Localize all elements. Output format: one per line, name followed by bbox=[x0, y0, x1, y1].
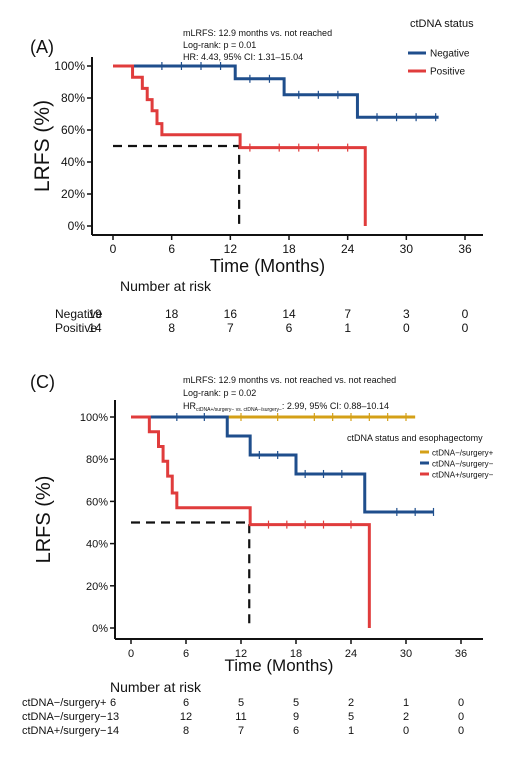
series-line-0 bbox=[113, 64, 439, 119]
risk-count: 14 bbox=[88, 321, 102, 335]
risk-count: 0 bbox=[458, 725, 464, 737]
hr-subscript: ctDNA+/surgery− vs. ctDNA−/surgery− bbox=[196, 407, 282, 413]
x-tick-label: 24 bbox=[345, 648, 357, 660]
risk-count: 2 bbox=[403, 711, 409, 723]
annotation-line: mLRFS: 12.9 months vs. not reached bbox=[183, 28, 332, 38]
legend-title: ctDNA status bbox=[410, 18, 474, 30]
y-tick-label: 0% bbox=[68, 219, 86, 233]
legend-label: ctDNA+/surgery− bbox=[432, 471, 494, 480]
y-tick-label: 0% bbox=[92, 623, 108, 635]
y-tick-label: 20% bbox=[61, 187, 85, 201]
x-tick-label: 18 bbox=[290, 648, 302, 660]
x-tick-label: 6 bbox=[183, 648, 189, 660]
risk-count: 7 bbox=[238, 725, 244, 737]
y-tick-label: 60% bbox=[61, 123, 85, 137]
risk-count: 7 bbox=[344, 307, 351, 321]
risk-row-label: Positive bbox=[55, 321, 97, 335]
risk-count: 5 bbox=[238, 697, 244, 709]
hr-prefix: HR bbox=[183, 401, 196, 411]
hr-suffix: : 2.99, 95% CI: 0.88–10.14 bbox=[282, 401, 389, 411]
risk-count: 5 bbox=[348, 711, 354, 723]
risk-count: 6 bbox=[293, 725, 299, 737]
y-tick-label: 20% bbox=[86, 581, 108, 593]
series-line-1 bbox=[113, 64, 367, 226]
risk-count: 0 bbox=[462, 321, 469, 335]
risk-count: 14 bbox=[107, 725, 119, 737]
risk-count: 0 bbox=[458, 697, 464, 709]
risk-count: 13 bbox=[107, 711, 119, 723]
risk-count: 7 bbox=[227, 321, 234, 335]
x-tick-label: 0 bbox=[110, 242, 117, 256]
median-survival-line bbox=[131, 521, 251, 628]
risk-row-label: ctDNA−/surgery+ bbox=[22, 697, 106, 709]
risk-count: 11 bbox=[235, 711, 246, 723]
annotation-line: HR: 4.43, 95% CI: 1.31–15.04 bbox=[183, 52, 303, 62]
y-tick-label: 100% bbox=[54, 59, 85, 73]
risk-count: 1 bbox=[403, 697, 409, 709]
y-axis-title: LRFS (%) bbox=[33, 476, 55, 564]
risk-count: 1 bbox=[344, 321, 351, 335]
risk-count: 9 bbox=[293, 711, 299, 723]
risk-count: 12 bbox=[180, 711, 192, 723]
legend-label: ctDNA−/surgery+ bbox=[432, 449, 494, 458]
annotation-line: Log-rank: p = 0.02 bbox=[183, 388, 256, 398]
legend-label: ctDNA−/surgery− bbox=[432, 460, 494, 469]
y-tick-label: 80% bbox=[86, 454, 108, 466]
y-tick-label: 40% bbox=[61, 155, 85, 169]
risk-count: 6 bbox=[110, 697, 116, 709]
x-tick-label: 36 bbox=[455, 648, 467, 660]
risk-count: 0 bbox=[458, 711, 464, 723]
risk-count: 0 bbox=[403, 725, 409, 737]
x-tick-label: 18 bbox=[282, 242, 296, 256]
x-axis-title: Time (Months) bbox=[225, 656, 334, 675]
y-tick-label: 40% bbox=[86, 539, 108, 551]
risk-row-label: ctDNA+/surgery− bbox=[22, 725, 106, 737]
risk-count: 0 bbox=[462, 307, 469, 321]
risk-row-label: Negative bbox=[55, 307, 103, 321]
y-tick-label: 80% bbox=[61, 91, 85, 105]
risk-count: 8 bbox=[183, 725, 189, 737]
series-line-2 bbox=[131, 415, 371, 628]
series-line-1 bbox=[131, 415, 434, 514]
hr-annotation: HRctDNA+/surgery− vs. ctDNA−/surgery−: 2… bbox=[183, 401, 389, 413]
y-tick-label: 100% bbox=[80, 412, 108, 424]
median-survival-line bbox=[113, 144, 241, 226]
x-tick-label: 6 bbox=[168, 242, 175, 256]
legend-title: ctDNA status and esophagectomy bbox=[347, 433, 483, 443]
km-panel-a: (A) mLRFS: 12.9 months vs. not reached Log… bbox=[30, 18, 483, 335]
risk-count: 8 bbox=[168, 321, 175, 335]
panel-label: (A) bbox=[30, 37, 54, 57]
y-axis-title: LRFS (%) bbox=[31, 100, 54, 192]
x-tick-label: 12 bbox=[224, 242, 238, 256]
km-panel-c: (C) mLRFS: 12.9 months vs. not reached vs… bbox=[22, 372, 494, 737]
risk-table-title: Number at risk bbox=[110, 679, 202, 695]
risk-count: 5 bbox=[293, 697, 299, 709]
risk-count: 6 bbox=[183, 697, 189, 709]
risk-row-label: ctDNA−/surgery− bbox=[22, 711, 106, 723]
risk-count: 14 bbox=[282, 307, 296, 321]
annotation-line: mLRFS: 12.9 months vs. not reached vs. n… bbox=[183, 375, 396, 385]
risk-count: 19 bbox=[88, 307, 102, 321]
risk-count: 2 bbox=[348, 697, 354, 709]
panel-label: (C) bbox=[30, 372, 55, 392]
x-tick-label: 0 bbox=[128, 648, 134, 660]
x-tick-label: 30 bbox=[400, 242, 414, 256]
risk-count: 3 bbox=[403, 307, 410, 321]
risk-count: 6 bbox=[286, 321, 293, 335]
y-tick-label: 60% bbox=[86, 496, 108, 508]
risk-count: 16 bbox=[224, 307, 238, 321]
x-tick-label: 36 bbox=[458, 242, 472, 256]
legend-label: Negative bbox=[430, 49, 470, 60]
x-tick-label: 30 bbox=[400, 648, 412, 660]
x-axis-title: Time (Months) bbox=[210, 256, 325, 276]
x-tick-label: 12 bbox=[235, 648, 247, 660]
legend-label: Positive bbox=[430, 67, 465, 78]
risk-count: 1 bbox=[348, 725, 354, 737]
risk-count: 0 bbox=[403, 321, 410, 335]
x-tick-label: 24 bbox=[341, 242, 355, 256]
risk-count: 18 bbox=[165, 307, 179, 321]
annotation-line: Log-rank: p = 0.01 bbox=[183, 40, 256, 50]
risk-table-title: Number at risk bbox=[120, 278, 212, 294]
